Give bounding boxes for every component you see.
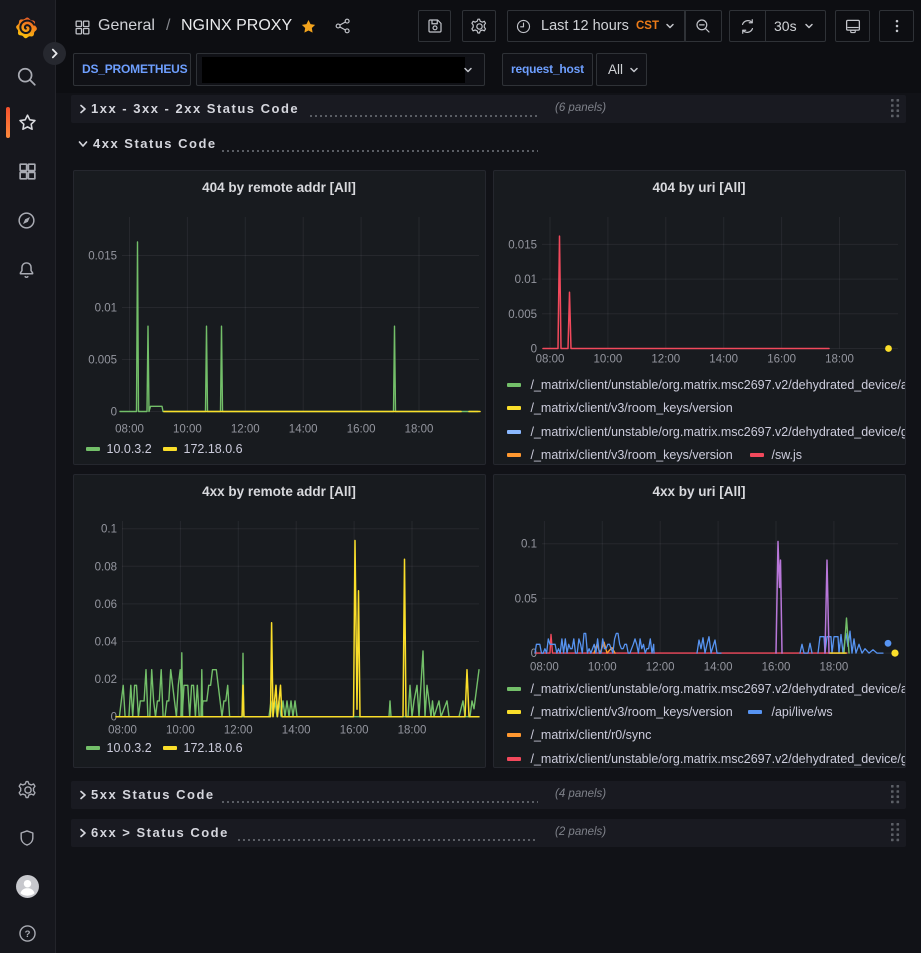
svg-text:12:00: 12:00: [645, 662, 674, 674]
svg-text:14:00: 14:00: [288, 424, 317, 436]
svg-text:08:00: 08:00: [530, 662, 559, 674]
svg-text:16:00: 16:00: [339, 725, 368, 737]
svg-text:0.1: 0.1: [101, 524, 117, 536]
svg-text:0.1: 0.1: [521, 539, 537, 551]
svg-text:18:00: 18:00: [819, 662, 848, 674]
svg-text:12:00: 12:00: [223, 725, 252, 737]
svg-text:18:00: 18:00: [404, 424, 433, 436]
svg-text:0: 0: [530, 344, 536, 356]
svg-text:18:00: 18:00: [397, 725, 426, 737]
svg-text:0: 0: [110, 407, 116, 419]
svg-text:10:00: 10:00: [173, 424, 202, 436]
svg-text:08:00: 08:00: [108, 725, 137, 737]
svg-text:0.015: 0.015: [508, 239, 537, 251]
svg-text:12:00: 12:00: [651, 354, 680, 366]
svg-text:14:00: 14:00: [703, 662, 732, 674]
svg-text:12:00: 12:00: [230, 424, 259, 436]
svg-text:?: ?: [25, 929, 31, 940]
svg-text:10:00: 10:00: [166, 725, 195, 737]
svg-text:16:00: 16:00: [767, 354, 796, 366]
svg-text:14:00: 14:00: [709, 354, 738, 366]
svg-text:08:00: 08:00: [535, 354, 564, 366]
svg-text:0: 0: [530, 648, 536, 660]
svg-text:0: 0: [110, 712, 116, 724]
svg-text:16:00: 16:00: [761, 662, 790, 674]
svg-text:0.02: 0.02: [94, 674, 116, 686]
svg-text:18:00: 18:00: [825, 354, 854, 366]
svg-text:0.015: 0.015: [88, 251, 117, 263]
svg-text:0.04: 0.04: [94, 637, 117, 649]
svg-text:14:00: 14:00: [281, 725, 310, 737]
svg-text:0.01: 0.01: [94, 303, 116, 315]
svg-text:0.01: 0.01: [514, 274, 536, 286]
svg-text:0.08: 0.08: [94, 561, 116, 573]
svg-text:10:00: 10:00: [587, 662, 616, 674]
svg-text:08:00: 08:00: [115, 424, 144, 436]
svg-text:0.005: 0.005: [88, 355, 117, 367]
svg-text:0.06: 0.06: [94, 599, 116, 611]
svg-text:10:00: 10:00: [593, 354, 622, 366]
svg-text:16:00: 16:00: [346, 424, 375, 436]
svg-text:0.05: 0.05: [514, 593, 536, 605]
svg-text:0.005: 0.005: [508, 309, 537, 321]
